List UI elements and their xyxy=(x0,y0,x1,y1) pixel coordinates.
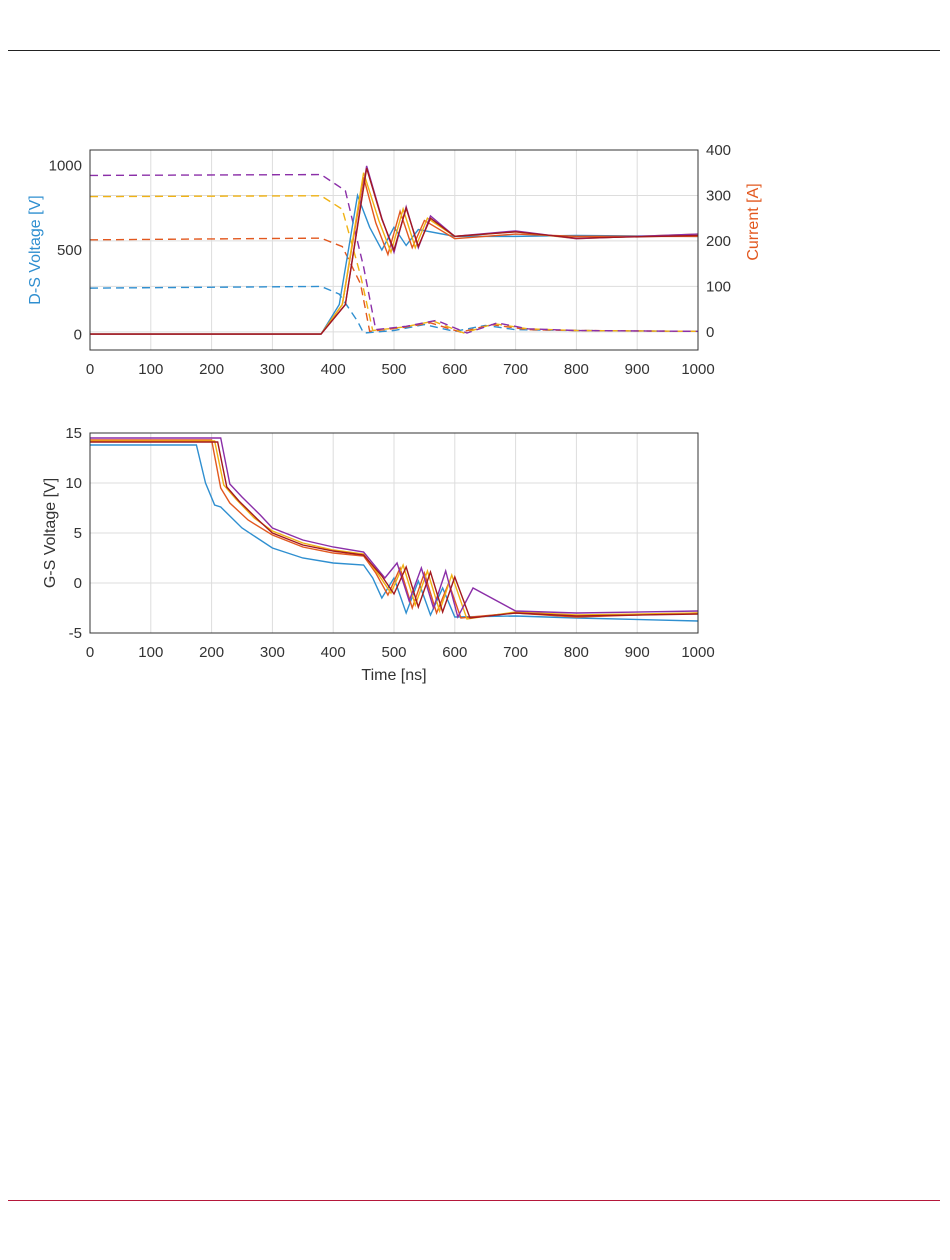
top-voltage-series-1 xyxy=(89,237,699,333)
top-left-tick-label-1: 500 xyxy=(57,242,82,259)
top-voltage-series-2 xyxy=(89,195,699,334)
top-x-tick-label-10: 1000 xyxy=(681,361,714,378)
bottom-x-tick-label-6: 600 xyxy=(442,644,467,661)
bottom-y-tick-label-4: 15 xyxy=(65,425,82,442)
bottom-x-tick-label-8: 800 xyxy=(564,644,589,661)
bottom-grid xyxy=(89,432,699,634)
bottom-rule xyxy=(8,1200,940,1201)
top-x-tick-label-9: 900 xyxy=(625,361,650,378)
bottom-x-tick-label-10: 1000 xyxy=(681,644,714,661)
bottom-x-tick-label-5: 500 xyxy=(381,644,406,661)
top-left-tick-label-2: 1000 xyxy=(49,157,82,174)
bottom-x-tick-label-2: 200 xyxy=(199,644,224,661)
top-voltage-series-0 xyxy=(89,285,699,334)
bottom-x-tick-label-7: 700 xyxy=(503,644,528,661)
chart-bottom: 0 100 200 300 400 500 600 700 800 900 1000 -505101… xyxy=(42,425,715,684)
top-left-tick-labels: 0 500 1000 xyxy=(49,157,82,343)
top-x-tick-label-6: 600 xyxy=(442,361,467,378)
top-right-tick-label-4: 400 xyxy=(706,142,731,159)
bottom-x-axis-label: Time [ns] xyxy=(361,667,426,684)
top-x-tick-label-0: 0 xyxy=(86,361,94,378)
top-x-tick-label-5: 500 xyxy=(381,361,406,378)
top-series xyxy=(89,165,699,335)
bottom-plot-frame xyxy=(89,432,699,634)
bottom-y-tick-label-1: 0 xyxy=(74,575,82,592)
top-right-tick-labels: 0 100 200 300 400 xyxy=(706,142,731,341)
bottom-y-tick-label-2: 5 xyxy=(74,525,82,542)
bottom-x-tick-label-1: 100 xyxy=(138,644,163,661)
bottom-x-tick-label-9: 900 xyxy=(625,644,650,661)
bottom-x-tick-labels: 0 100 200 300 400 500 600 700 800 900 1000 xyxy=(86,644,715,661)
top-plot-frame xyxy=(89,149,699,351)
top-x-tick-label-7: 700 xyxy=(503,361,528,378)
bottom-series-4 xyxy=(90,441,699,619)
bottom-series xyxy=(90,437,699,622)
bottom-y-tick-label-3: 10 xyxy=(65,475,82,492)
top-right-tick-label-3: 300 xyxy=(706,187,731,204)
top-current-series-0 xyxy=(90,192,699,335)
top-x-tick-label-2: 200 xyxy=(199,361,224,378)
top-right-tick-label-1: 100 xyxy=(706,278,731,295)
bottom-x-tick-label-4: 400 xyxy=(321,644,346,661)
top-left-tick-label-0: 0 xyxy=(74,327,82,344)
top-x-tick-label-4: 400 xyxy=(321,361,346,378)
bottom-x-tick-label-3: 300 xyxy=(260,644,285,661)
bottom-y-tick-labels: -5 0 5 10 15 xyxy=(65,425,82,642)
top-right-tick-label-2: 200 xyxy=(706,233,731,250)
top-current-series-4 xyxy=(90,167,699,335)
chart-top: 0 100 200 300 400 500 600 700 800 900 1000 0500100… xyxy=(27,142,762,378)
bottom-y-axis-label: G-S Voltage [V] xyxy=(42,478,59,588)
bottom-series-3 xyxy=(90,437,699,619)
top-rule xyxy=(8,50,940,51)
bottom-x-tick-label-0: 0 xyxy=(86,644,94,661)
bottom-y-tick-label-0: -5 xyxy=(69,625,82,642)
bottom-series-0 xyxy=(90,444,699,622)
top-voltage-series-3 xyxy=(89,173,699,334)
top-right-axis-label: Current [A] xyxy=(745,183,762,260)
top-x-tick-label-1: 100 xyxy=(138,361,163,378)
bottom-series-2 xyxy=(90,440,699,620)
bottom-series-1 xyxy=(90,439,699,619)
top-right-tick-label-0: 0 xyxy=(706,324,714,341)
top-x-tick-label-3: 300 xyxy=(260,361,285,378)
top-left-axis-label: D-S Voltage [V] xyxy=(27,195,44,304)
top-x-tick-labels: 0 100 200 300 400 500 600 700 800 900 1000 xyxy=(86,361,715,378)
top-x-tick-label-8: 800 xyxy=(564,361,589,378)
